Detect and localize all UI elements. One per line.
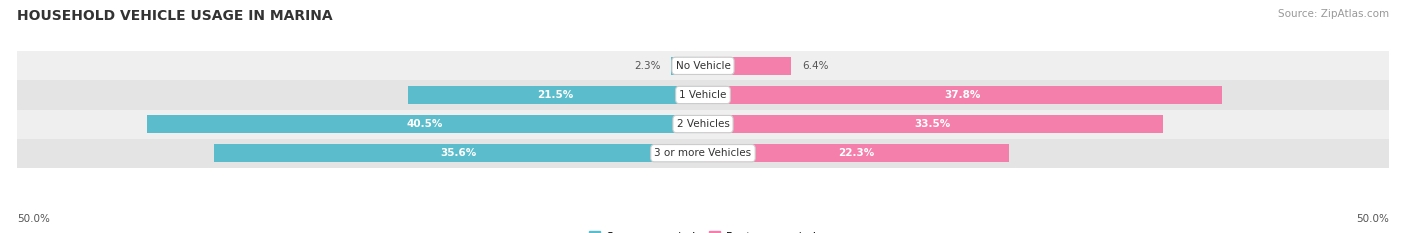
Text: 2.3%: 2.3% <box>634 61 661 71</box>
Legend: Owner-occupied, Renter-occupied: Owner-occupied, Renter-occupied <box>585 227 821 233</box>
Bar <box>703 144 1010 162</box>
Text: No Vehicle: No Vehicle <box>675 61 731 71</box>
Bar <box>148 115 703 133</box>
Text: 21.5%: 21.5% <box>537 90 574 100</box>
Text: 37.8%: 37.8% <box>945 90 980 100</box>
Text: 6.4%: 6.4% <box>801 61 828 71</box>
Text: Source: ZipAtlas.com: Source: ZipAtlas.com <box>1278 9 1389 19</box>
Bar <box>703 115 1163 133</box>
Text: 33.5%: 33.5% <box>915 119 950 129</box>
Text: 2 Vehicles: 2 Vehicles <box>676 119 730 129</box>
Text: 50.0%: 50.0% <box>1357 214 1389 224</box>
Bar <box>408 86 703 104</box>
Text: 35.6%: 35.6% <box>440 148 477 158</box>
Bar <box>215 144 703 162</box>
Bar <box>17 80 1389 110</box>
Bar <box>703 57 790 75</box>
Text: 3 or more Vehicles: 3 or more Vehicles <box>654 148 752 158</box>
Bar <box>17 139 1389 168</box>
Text: HOUSEHOLD VEHICLE USAGE IN MARINA: HOUSEHOLD VEHICLE USAGE IN MARINA <box>17 9 332 23</box>
Text: 50.0%: 50.0% <box>17 214 49 224</box>
Bar <box>17 110 1389 139</box>
Text: 1 Vehicle: 1 Vehicle <box>679 90 727 100</box>
Bar <box>17 51 1389 80</box>
Text: 22.3%: 22.3% <box>838 148 875 158</box>
Bar <box>672 57 703 75</box>
Text: 40.5%: 40.5% <box>406 119 443 129</box>
Bar <box>703 86 1222 104</box>
